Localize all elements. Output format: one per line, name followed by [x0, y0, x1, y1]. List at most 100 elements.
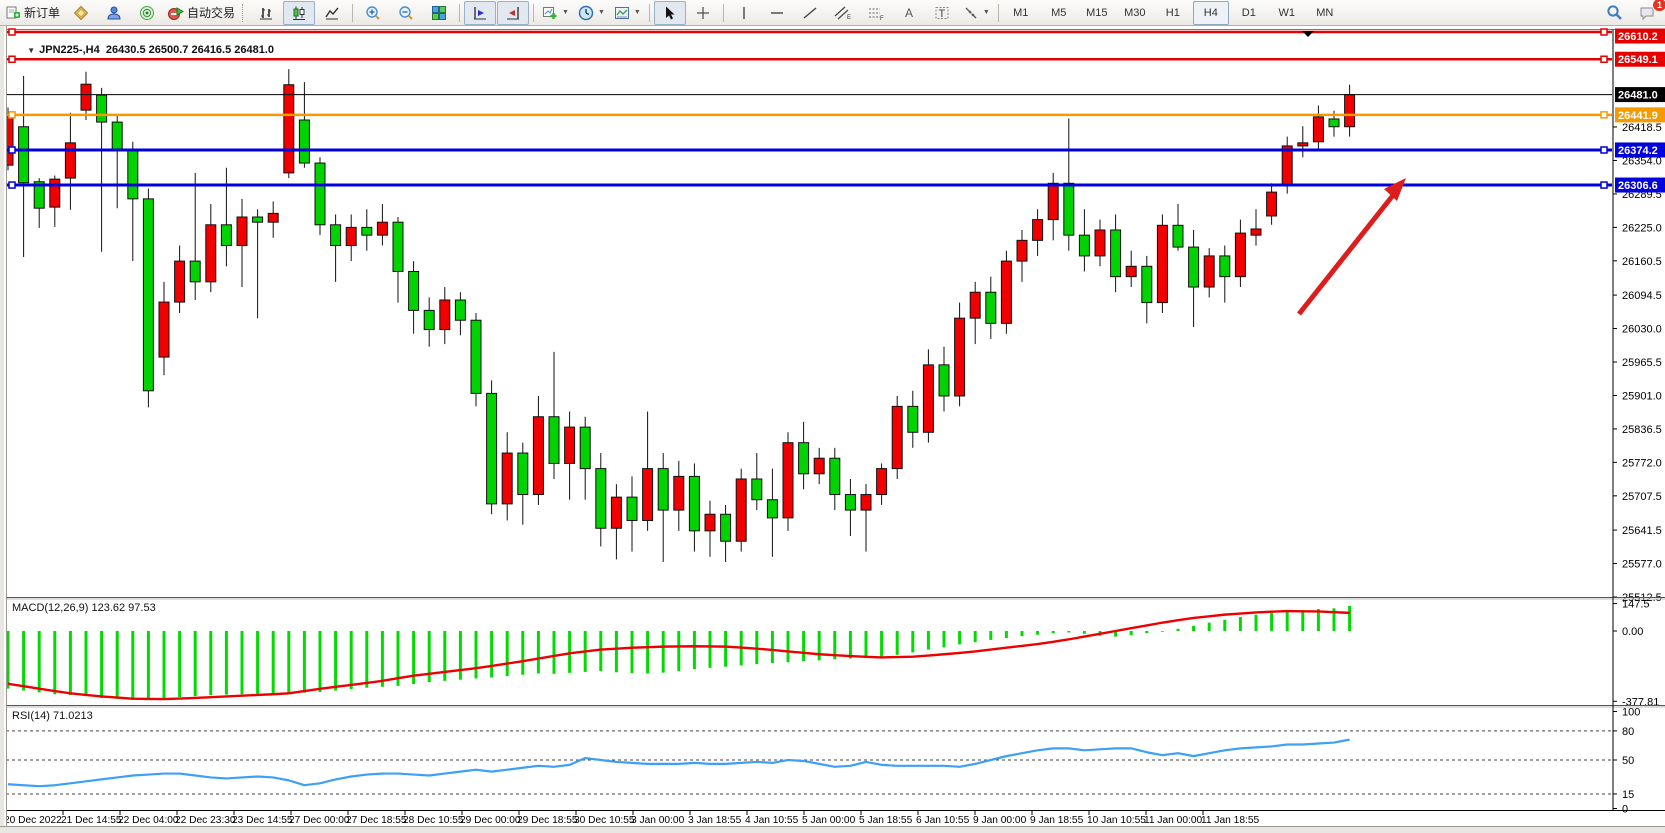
- chart-shift-icon: [507, 6, 520, 19]
- timeframe-M1[interactable]: M1: [1013, 6, 1029, 19]
- chart-shift-marker[interactable]: [1302, 31, 1314, 37]
- cursor-icon: [665, 6, 675, 19]
- arrows-button[interactable]: ▼: [959, 1, 994, 25]
- time-axis-label: 28 Dec 10:55: [403, 815, 464, 826]
- svg-text:A: A: [905, 6, 913, 20]
- crosshair-button[interactable]: [687, 1, 719, 25]
- period-button[interactable]: ▼: [574, 1, 609, 25]
- candlestick-chart-button[interactable]: [283, 0, 316, 25]
- line-anchor-marker[interactable]: [1600, 28, 1608, 36]
- auto-trading-button[interactable]: 自动交易: [164, 1, 239, 25]
- timeframe-M5[interactable]: M5: [1051, 6, 1067, 19]
- line-anchor-marker[interactable]: [1600, 146, 1608, 154]
- window-splitter[interactable]: [0, 26, 7, 833]
- line-anchor-marker[interactable]: [1600, 55, 1608, 63]
- template-button[interactable]: ▼: [610, 1, 645, 25]
- notifications-button[interactable]: 1: [1631, 0, 1665, 25]
- fibonacci-button[interactable]: F: [860, 1, 892, 25]
- candle-body: [688, 475, 700, 532]
- new-order-button[interactable]: 新订单: [2, 1, 64, 25]
- price-axis-tick-label: 25577.0: [1622, 559, 1662, 571]
- time-axis-label: 29 Dec 18:55: [517, 815, 578, 826]
- line-anchor-marker[interactable]: [8, 146, 16, 154]
- candle-body: [1188, 246, 1200, 288]
- auto-trading-label: 自动交易: [187, 6, 236, 20]
- signal-button[interactable]: [131, 1, 163, 25]
- text-label-button[interactable]: T: [926, 1, 958, 25]
- line-anchor-marker[interactable]: [1600, 111, 1608, 119]
- price-chart-canvas[interactable]: 26418.526354.026289.526225.026160.526094…: [0, 26, 1665, 833]
- timeframe-W1[interactable]: W1: [1278, 6, 1296, 19]
- equidistant-channel-button[interactable]: E: [827, 1, 859, 25]
- new-chart-button[interactable]: ▼: [538, 1, 573, 25]
- timeframe-H4[interactable]: H4: [1192, 0, 1229, 25]
- new-order-icon: [6, 6, 20, 19]
- tile-windows-button[interactable]: [423, 1, 455, 25]
- line-anchor-marker[interactable]: [8, 55, 16, 63]
- timeframe-MN[interactable]: MN: [1316, 6, 1334, 19]
- price-badge: [1615, 28, 1665, 44]
- search-button[interactable]: [1598, 1, 1630, 25]
- fibonacci-icon: F: [868, 8, 884, 21]
- zoom-out-button[interactable]: [390, 1, 422, 25]
- profile-button[interactable]: [98, 1, 130, 25]
- candle-body: [579, 426, 591, 470]
- line-chart-button[interactable]: [316, 1, 348, 25]
- zoom-in-button[interactable]: [357, 1, 389, 25]
- macd-indicator-label: MACD(12,26,9) 123.62 97.53: [12, 602, 156, 614]
- auto-scroll-button[interactable]: [464, 0, 497, 25]
- text-button[interactable]: A: [893, 1, 925, 25]
- candle-body: [252, 216, 264, 223]
- chart-symbol-label: JPN225-,H4: [39, 44, 100, 56]
- ticket-button[interactable]: [65, 1, 97, 25]
- bar-chart-button[interactable]: [250, 1, 282, 25]
- timeframe-M30[interactable]: M30: [1124, 6, 1146, 19]
- time-axis-label: 3 Jan 00:00: [631, 815, 685, 826]
- timeframe-D1[interactable]: D1: [1241, 6, 1256, 19]
- line-chart-icon: [325, 7, 339, 19]
- toolbar-separator: [722, 3, 724, 22]
- dropdown-caret-icon: ▼: [982, 9, 990, 16]
- svg-text:E: E: [847, 15, 851, 21]
- line-anchor-marker[interactable]: [8, 111, 16, 119]
- candle-body: [298, 119, 310, 164]
- line-anchor-marker[interactable]: [8, 181, 16, 189]
- candle-body: [969, 291, 981, 319]
- candle-body: [408, 270, 420, 311]
- timeframe-M15[interactable]: M15: [1086, 6, 1108, 19]
- candle-body: [314, 162, 326, 226]
- price-badge-label: 26610.2: [1618, 31, 1658, 43]
- price-badge: [1615, 107, 1665, 123]
- candle-body: [1172, 224, 1184, 248]
- candle-body: [673, 475, 685, 511]
- line-anchor-marker[interactable]: [8, 28, 16, 36]
- timeframe-H1[interactable]: H1: [1165, 6, 1180, 19]
- time-axis-label: 22 Dec 04:00: [118, 815, 179, 826]
- candle-body: [938, 364, 950, 397]
- trendline-button[interactable]: [794, 1, 826, 25]
- candle-body: [439, 299, 451, 331]
- signal-icon: [140, 5, 155, 20]
- chart-shift-button[interactable]: [497, 0, 530, 25]
- candle-body: [610, 496, 622, 529]
- trend-arrow[interactable]: [1297, 192, 1396, 316]
- line-anchor-marker[interactable]: [1600, 181, 1608, 189]
- candle-body: [1219, 255, 1231, 278]
- time-axis-label: 3 Jan 18:55: [688, 815, 742, 826]
- candle-body: [96, 94, 108, 123]
- text-icon: A: [905, 6, 913, 20]
- horizontal-line-button[interactable]: [761, 1, 793, 25]
- price-axis-tick-label: 25965.5: [1622, 357, 1662, 369]
- candle-body: [1156, 224, 1168, 304]
- vertical-line-button[interactable]: [728, 1, 760, 25]
- cursor-button[interactable]: [653, 0, 686, 25]
- time-axis-label: 22 Dec 23:30: [175, 815, 236, 826]
- candle-body: [205, 224, 217, 283]
- candle-body: [142, 198, 154, 392]
- candle-body: [18, 126, 30, 184]
- zoom-in-icon: [366, 5, 380, 20]
- candle-body: [798, 442, 810, 475]
- time-axis-label: 23 Dec 14:55: [232, 815, 293, 826]
- candle-body: [80, 83, 92, 111]
